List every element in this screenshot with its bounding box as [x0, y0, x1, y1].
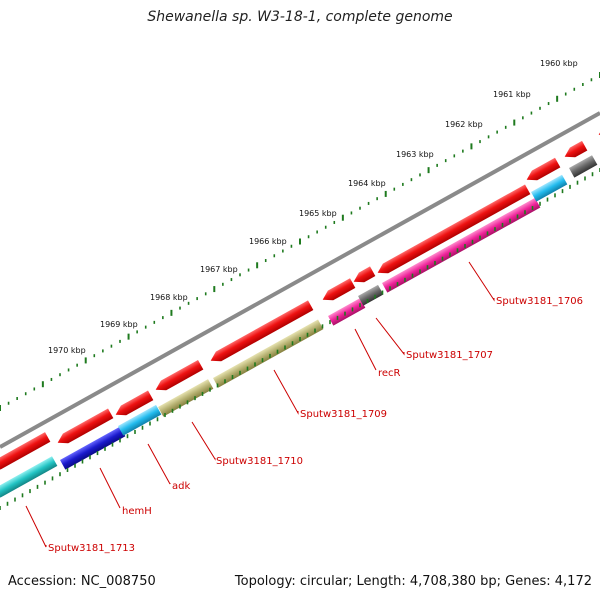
gene-feature: [322, 278, 356, 301]
scale-label: 1966 kbp: [249, 237, 287, 246]
gene-feature-shape: [322, 278, 356, 301]
topology-summary: Topology: circular; Length: 4,708,380 bp…: [234, 574, 592, 589]
gene-feature-shape: [57, 408, 114, 444]
gene-feature-shape: [526, 157, 561, 181]
gene-label: hemH: [122, 506, 152, 517]
callout-line: [354, 328, 377, 371]
gene-feature-shape: [598, 123, 600, 136]
gene-feature: [358, 284, 384, 306]
callout-line: [375, 317, 405, 356]
gene-feature: [526, 157, 561, 181]
callout-line: [191, 421, 216, 461]
gene-feature: [155, 359, 204, 391]
gene-feature: [210, 300, 314, 362]
gene-feature-shape: [0, 432, 51, 470]
scale-ticks: [0, 72, 600, 411]
gene-feature: [115, 390, 154, 416]
callout-line: [468, 261, 495, 302]
gene-feature: [213, 319, 324, 388]
scale-label: 1969 kbp: [100, 320, 138, 329]
gene-feature-shape: [0, 456, 58, 498]
scale-labels: 1960 kbp 1961 kbp 1962 kbp 1963 kbp 1964 kbp…: [48, 59, 578, 355]
gene-feature-shape: [328, 298, 366, 326]
scale-label: 1961 kbp: [493, 90, 531, 99]
gene-feature-shape: [118, 404, 162, 436]
gene-feature: [0, 432, 51, 470]
gene-features: [0, 123, 600, 498]
scale-label: 1968 kbp: [150, 293, 188, 302]
gene-feature-shape: [60, 426, 126, 470]
gene-feature: [0, 456, 58, 498]
gene-feature: [564, 140, 588, 158]
map-title: Shewanella sp. W3-18-1, complete genome: [147, 9, 453, 25]
gene-feature: [353, 266, 376, 283]
gene-label: Sputw3181_1710: [216, 456, 303, 467]
accession-text: Accession: NC_008750: [8, 574, 156, 589]
gene-feature: [569, 155, 598, 178]
callout-line: [147, 443, 171, 485]
gene-feature-shape: [155, 359, 204, 391]
gene-feature: [158, 379, 214, 417]
gene-feature-shape: [213, 319, 324, 388]
gene-feature: [60, 426, 126, 470]
scale-label: 1965 kbp: [299, 209, 337, 218]
callout-line: [99, 467, 121, 509]
gene-feature-shape: [564, 140, 588, 158]
scale-label: 1963 kbp: [396, 150, 434, 159]
scale-label: 1962 kbp: [445, 120, 483, 129]
genome-backbone: [0, 111, 600, 449]
gene-label: Sputw3181_1713: [48, 543, 135, 554]
callout-line: [25, 505, 47, 548]
scale-label: 1960 kbp: [540, 59, 578, 68]
gene-label: recR: [378, 368, 401, 379]
gene-feature-shape: [377, 184, 531, 274]
gene-label: Sputw3181_1707: [406, 350, 493, 361]
gene-feature: [531, 174, 568, 202]
gene-feature-shape: [115, 390, 154, 416]
gene-label: Sputw3181_1706: [496, 296, 583, 307]
gene-feature-shape: [569, 155, 598, 178]
gene-feature-shape: [382, 197, 541, 293]
gene-feature: [57, 408, 114, 444]
gene-label: adk: [172, 481, 190, 492]
gene-feature: [328, 298, 366, 326]
scale-label: 1964 kbp: [348, 179, 386, 188]
gene-feature: [377, 184, 531, 274]
gene-feature-shape: [210, 300, 314, 362]
gene-feature-shape: [358, 284, 384, 306]
scale-label: 1967 kbp: [200, 265, 238, 274]
gene-callouts: Sputw3181_1706 Sputw3181_1707 recR Sputw318…: [25, 261, 583, 554]
gene-feature-shape: [158, 379, 214, 417]
inner-ticks: [0, 168, 600, 510]
gene-label: Sputw3181_1709: [300, 409, 387, 420]
scale-label: 1970 kbp: [48, 346, 86, 355]
callout-line: [273, 369, 299, 415]
gene-feature: [118, 404, 162, 436]
gene-feature: [382, 197, 541, 293]
gene-feature: [598, 123, 600, 136]
gene-feature-shape: [531, 174, 568, 202]
gene-feature-shape: [353, 266, 376, 283]
